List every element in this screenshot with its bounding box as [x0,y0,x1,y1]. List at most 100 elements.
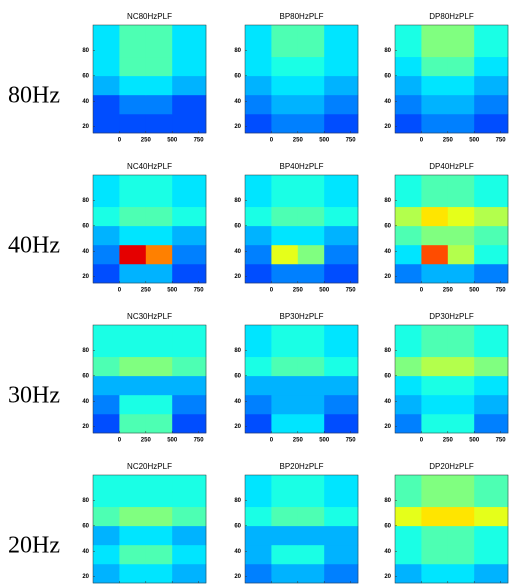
y-tick-label: 40 [82,549,89,555]
heat-cell [395,414,422,433]
heat-cell [298,207,325,226]
x-tick-label: 500 [167,288,178,294]
x-tick-label: 250 [443,438,454,444]
heat-cell [245,325,272,357]
y-tick-label: 80 [234,198,241,204]
heat-cell [271,226,298,245]
x-tick-label: 500 [167,138,178,144]
x-tick-label: 500 [319,288,330,294]
heat-cell [93,545,120,564]
heat-cell [146,376,173,395]
heat-cell [146,414,173,433]
heat-cell [474,564,508,583]
heat-cell [172,325,206,357]
heat-cell [271,207,298,226]
heat-cell [421,264,448,283]
heat-cell [395,357,422,376]
heat-cell [324,226,358,245]
heat-cell [448,114,475,133]
heat-cell [395,25,422,57]
heat-cell [395,395,422,414]
x-tick-label: 0 [270,288,274,294]
y-tick-label: 20 [82,124,89,130]
heat-cell [119,245,146,264]
heat-cell [119,357,146,376]
heat-cell [421,325,448,357]
y-tick-label: 40 [234,399,241,405]
y-tick-label: 40 [82,99,89,105]
heat-cell [93,95,120,114]
heat-cell [172,25,206,57]
heat-cell [119,114,146,133]
heat-cell [421,76,448,95]
heat-cell [298,414,325,433]
heat-cell [298,114,325,133]
y-tick-label: 80 [384,48,391,54]
heat-cell [298,564,325,583]
heat-cell [474,376,508,395]
heat-cell [119,507,146,526]
heat-cell [324,395,358,414]
heat-cell [448,264,475,283]
heat-cell [324,376,358,395]
heat-cell [474,545,508,564]
y-tick-label: 60 [82,73,89,79]
heat-cell [271,25,298,57]
heat-cell [146,226,173,245]
heat-cell [448,226,475,245]
heat-cell [245,376,272,395]
heat-cell [119,207,146,226]
heat-cell [395,564,422,583]
heat-cell [448,414,475,433]
heat-cell [245,264,272,283]
x-tick-label: 250 [293,288,304,294]
x-tick-label: 500 [319,138,330,144]
heat-cell [324,57,358,76]
heat-cell [245,114,272,133]
heat-cell [271,475,298,507]
heat-cell [93,207,120,226]
heat-cell [474,25,508,57]
y-tick-label: 80 [234,48,241,54]
heat-cell [146,507,173,526]
x-tick-label: 250 [443,138,454,144]
heat-cell [324,25,358,57]
panel-title: BP80HzPLF [279,12,323,21]
heat-cell [395,325,422,357]
x-tick-label: 250 [141,138,152,144]
x-tick-label: 500 [319,438,330,444]
heat-cell [324,475,358,507]
heat-cell [474,395,508,414]
panel-title: DP20HzPLF [429,462,474,471]
heat-cell [421,526,448,545]
heat-cell [474,114,508,133]
heat-cell [474,264,508,283]
heat-cell [245,25,272,57]
x-tick-label: 0 [420,288,424,294]
y-tick-label: 60 [384,373,391,379]
row-label: 80Hz [8,83,60,109]
y-tick-label: 60 [234,373,241,379]
heat-cell [474,175,508,207]
x-tick-label: 500 [469,138,480,144]
heat-cell [172,264,206,283]
heat-cell [395,475,422,507]
heat-cell [172,57,206,76]
heat-cell [172,564,206,583]
heat-cell [146,207,173,226]
y-tick-label: 80 [384,348,391,354]
heat-cell [448,475,475,507]
heat-cell [421,564,448,583]
heat-cell [474,76,508,95]
heat-cell [146,25,173,57]
heat-cell [172,395,206,414]
x-tick-label: 250 [293,438,304,444]
heat-cell [271,57,298,76]
heat-cell [448,207,475,226]
y-tick-label: 80 [234,498,241,504]
heat-cell [298,57,325,76]
heat-cell [245,395,272,414]
y-tick-label: 20 [234,424,241,430]
heat-cell [324,76,358,95]
heat-cell [395,526,422,545]
